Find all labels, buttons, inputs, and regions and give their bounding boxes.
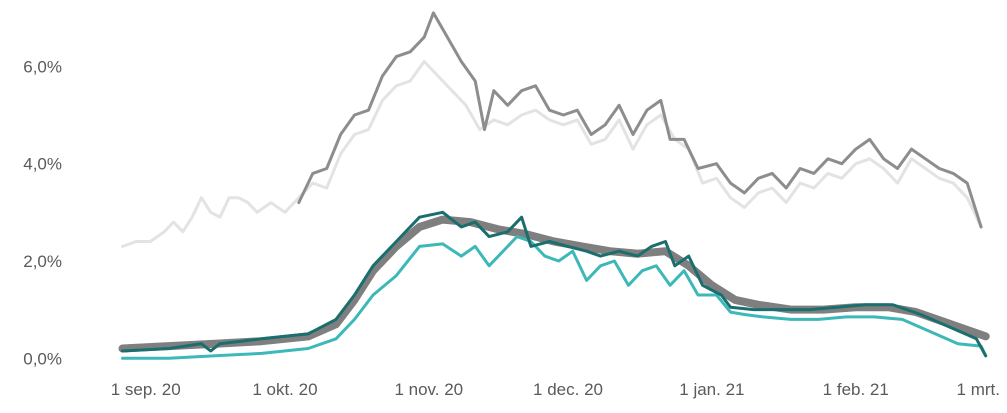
series-line-3 (118, 215, 990, 353)
y-tick-label: 6,0% (23, 57, 62, 76)
y-tick-label: 2,0% (23, 252, 62, 271)
x-tick-label: 1 sep. 20 (111, 380, 181, 399)
series-line-4 (121, 235, 988, 360)
series-line-1 (121, 60, 983, 248)
x-tick-label: 1 nov. 20 (394, 380, 463, 399)
series-line-5 (121, 210, 988, 358)
y-axis: 0,0% 2,0% 4,0% 6,0% (23, 57, 62, 368)
x-tick-label: 1 feb. 21 (823, 380, 889, 399)
x-axis: 1 sep. 20 1 okt. 20 1 nov. 20 1 dec. 20 1 ja… (111, 380, 1000, 399)
series-line-2 (297, 11, 983, 229)
x-tick-label: 1 jan. 21 (679, 380, 744, 399)
y-tick-label: 0,0% (23, 349, 62, 368)
plot-series (118, 11, 990, 360)
x-tick-label: 1 dec. 20 (533, 380, 603, 399)
x-tick-label: 1 okt. 20 (252, 380, 317, 399)
y-tick-label: 4,0% (23, 155, 62, 174)
x-tick-label: 1 mrt. (957, 380, 1000, 399)
